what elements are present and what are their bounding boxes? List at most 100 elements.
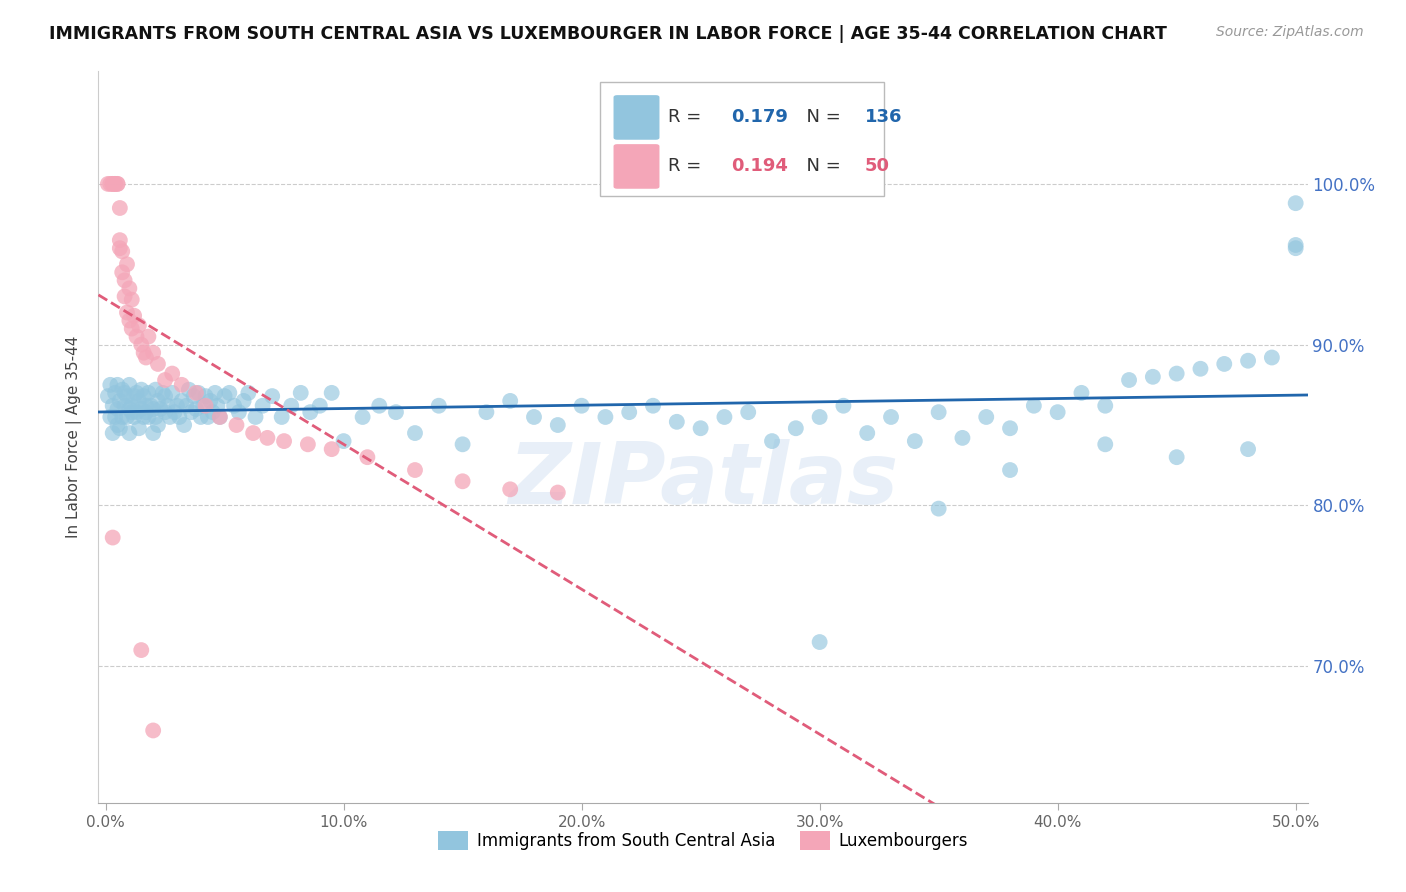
Point	[115, 257, 138, 271]
FancyBboxPatch shape	[600, 82, 884, 195]
Point	[998, 463, 1021, 477]
Point	[132, 345, 155, 359]
Point	[160, 385, 183, 400]
Point	[270, 409, 292, 424]
Point	[451, 437, 474, 451]
Point	[665, 415, 688, 429]
Point	[121, 293, 143, 307]
Point	[1094, 437, 1116, 451]
Point	[832, 399, 855, 413]
Point	[191, 399, 214, 413]
Point	[245, 409, 267, 424]
Point	[118, 281, 141, 295]
Text: R =: R =	[668, 158, 707, 176]
Point	[273, 434, 295, 449]
FancyBboxPatch shape	[613, 95, 659, 140]
Point	[385, 405, 408, 419]
Point	[114, 385, 136, 400]
Text: 50: 50	[865, 158, 890, 176]
Point	[761, 434, 783, 449]
Point	[153, 405, 176, 419]
Point	[125, 385, 148, 400]
Point	[153, 373, 176, 387]
Point	[139, 399, 162, 413]
Point	[1166, 450, 1188, 465]
Point	[107, 177, 129, 191]
Point	[1237, 353, 1260, 368]
Point	[121, 405, 143, 419]
Point	[299, 405, 322, 419]
Point	[118, 401, 141, 416]
Text: N =: N =	[794, 158, 846, 176]
Point	[641, 399, 664, 413]
Point	[97, 389, 120, 403]
Point	[146, 417, 169, 432]
Point	[108, 393, 131, 408]
Point	[98, 377, 121, 392]
Point	[308, 399, 330, 413]
Point	[368, 399, 391, 413]
Point	[856, 425, 879, 440]
Point	[190, 409, 212, 424]
Point	[149, 401, 172, 416]
Point	[129, 643, 152, 657]
Point	[160, 367, 183, 381]
Point	[1142, 369, 1164, 384]
Point	[122, 389, 145, 403]
Point	[135, 405, 157, 419]
Point	[177, 383, 200, 397]
Point	[928, 501, 950, 516]
Point	[142, 345, 165, 359]
Point	[547, 485, 569, 500]
Point	[138, 329, 160, 343]
Point	[142, 425, 165, 440]
Point	[356, 450, 378, 465]
Point	[122, 409, 145, 424]
Point	[184, 385, 207, 400]
Point	[1189, 361, 1212, 376]
Point	[163, 405, 186, 419]
Point	[183, 389, 205, 403]
Text: 136: 136	[865, 109, 903, 127]
Point	[118, 313, 141, 327]
Point	[225, 417, 247, 432]
Point	[352, 409, 374, 424]
Point	[785, 421, 807, 435]
Point	[107, 377, 129, 392]
Point	[180, 405, 202, 419]
Point	[1118, 373, 1140, 387]
Point	[204, 385, 226, 400]
Text: Source: ZipAtlas.com: Source: ZipAtlas.com	[1216, 25, 1364, 39]
Text: R =: R =	[668, 109, 707, 127]
Point	[1070, 385, 1092, 400]
Point	[108, 233, 131, 247]
Point	[208, 409, 231, 424]
Point	[928, 405, 950, 419]
Point	[200, 393, 222, 408]
Point	[1094, 399, 1116, 413]
Point	[571, 399, 593, 413]
Point	[104, 409, 127, 424]
Point	[184, 401, 207, 416]
Point	[475, 405, 498, 419]
Point	[142, 401, 165, 416]
Point	[547, 417, 569, 432]
Point	[98, 409, 121, 424]
Point	[262, 389, 284, 403]
Point	[132, 409, 155, 424]
Point	[107, 401, 129, 416]
Point	[145, 409, 167, 424]
Point	[332, 434, 354, 449]
Point	[115, 409, 138, 424]
Point	[187, 385, 209, 400]
Point	[101, 425, 124, 440]
Point	[101, 531, 124, 545]
Point	[595, 409, 617, 424]
Text: IMMIGRANTS FROM SOUTH CENTRAL ASIA VS LUXEMBOURGER IN LABOR FORCE | AGE 35-44 CO: IMMIGRANTS FROM SOUTH CENTRAL ASIA VS LU…	[49, 25, 1167, 43]
Point	[121, 399, 143, 413]
Point	[97, 177, 120, 191]
Point	[128, 393, 150, 408]
Point	[1046, 405, 1069, 419]
Point	[111, 383, 134, 397]
Point	[1166, 367, 1188, 381]
